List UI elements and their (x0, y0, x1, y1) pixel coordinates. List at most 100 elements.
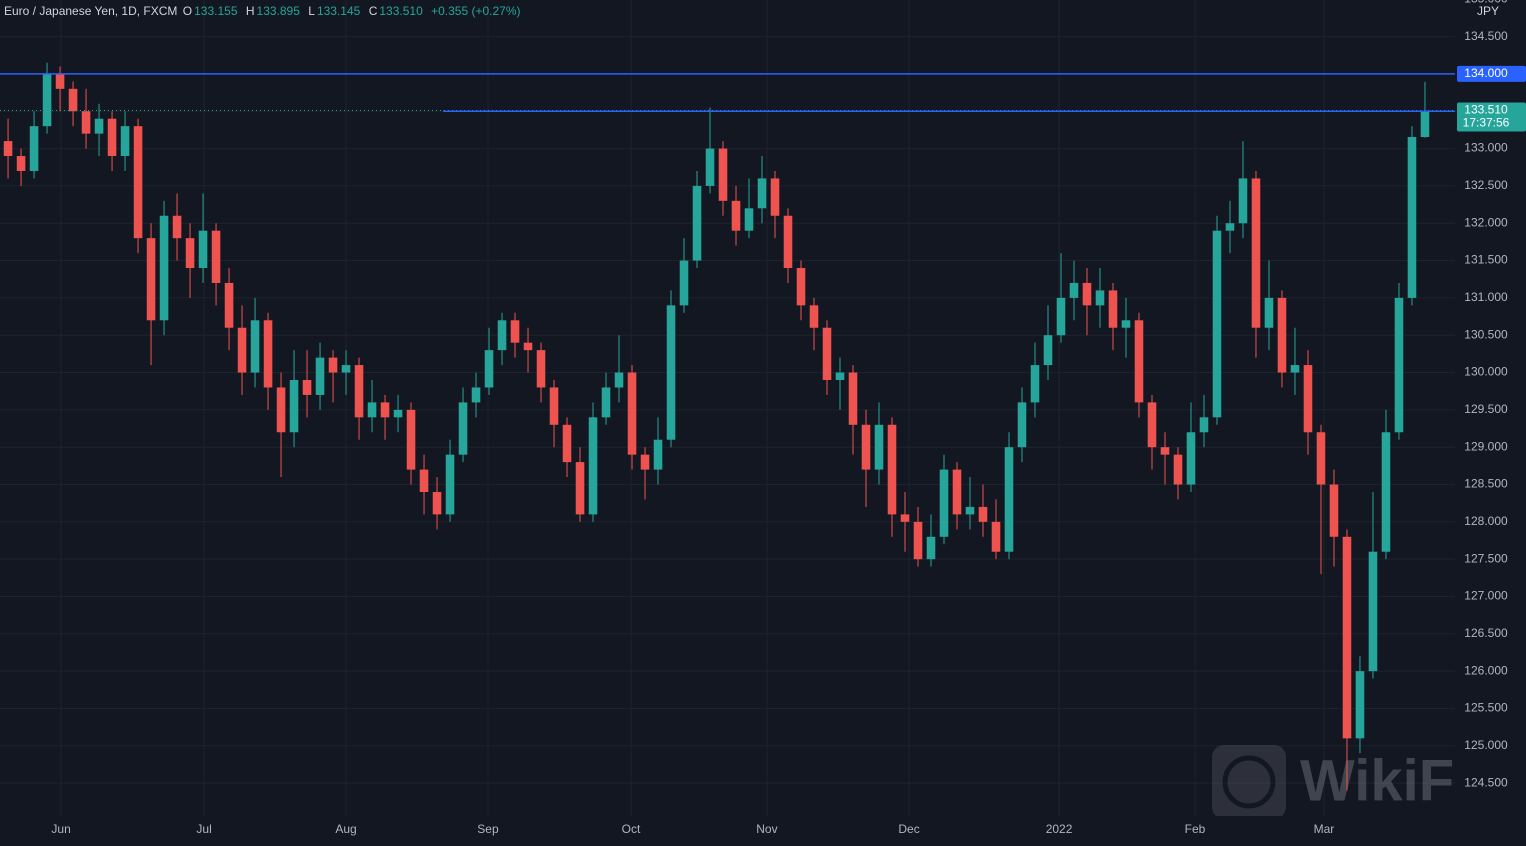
candle-body (172, 215, 182, 239)
ohlc-value: 133.145 (316, 4, 361, 18)
candle-body (1355, 671, 1365, 739)
y-tick-label: 127.500 (1464, 551, 1508, 565)
candle-body (380, 402, 390, 418)
y-tick-label: 129.000 (1464, 439, 1508, 453)
candle-body (1043, 335, 1053, 366)
candle-body (783, 215, 793, 269)
currency-label: JPY (1477, 4, 1499, 18)
candle-body (718, 148, 728, 201)
candle-body (315, 357, 325, 395)
candle-body (1316, 432, 1326, 485)
y-tick-label: 126.500 (1464, 626, 1508, 640)
last-price-label: 133.510 (1464, 103, 1508, 117)
candle-body (939, 469, 949, 537)
candle-body (1017, 402, 1027, 448)
candle-body (1095, 290, 1105, 306)
candle-body (159, 215, 169, 321)
candle-body (1056, 297, 1066, 336)
x-tick-label: Oct (622, 822, 641, 836)
candle-body (328, 357, 338, 373)
candle-body (640, 454, 650, 470)
watermark-logo (1212, 745, 1286, 819)
candle-body (835, 372, 845, 381)
y-tick-label: 131.000 (1464, 290, 1508, 304)
candle-body (1160, 447, 1170, 455)
ohlc-value: 133.895 (256, 4, 300, 18)
x-tick-label: Jul (196, 822, 211, 836)
candle-body (237, 327, 247, 373)
candle-body (1368, 551, 1378, 672)
candle-body (55, 73, 65, 89)
candle-body (978, 506, 988, 522)
x-tick-label: Feb (1185, 822, 1206, 836)
candle-body (1264, 297, 1274, 328)
candle-body (510, 320, 520, 343)
candle-body (1407, 136, 1417, 298)
candle-body (757, 178, 767, 209)
y-tick-label: 133.000 (1464, 141, 1508, 155)
candle-body (341, 365, 351, 373)
candle-body (3, 141, 13, 157)
y-tick-label: 124.500 (1464, 775, 1508, 789)
candle-body (211, 230, 221, 283)
candle-body (705, 148, 715, 186)
price-axis-bg (1455, 0, 1526, 846)
candle-body (822, 327, 832, 381)
candle-body (484, 350, 494, 388)
x-tick-label: Sep (477, 822, 499, 836)
candle-body (224, 282, 234, 328)
candle-body (731, 200, 741, 231)
candle-body (107, 118, 117, 157)
ohlc-label: C (368, 4, 378, 18)
candle-body (185, 238, 195, 269)
countdown-label: 17:37:56 (1463, 116, 1510, 130)
candle-body (497, 320, 507, 351)
candle-body (1173, 454, 1183, 485)
candle-body (1199, 417, 1209, 433)
candle-body (81, 111, 91, 134)
candle-body (666, 305, 676, 440)
candle-body (289, 380, 299, 433)
x-tick-label: Mar (1314, 822, 1335, 836)
ohlc-label: H (245, 4, 255, 18)
symbol-title: Euro / Japanese Yen, 1D, FXCM (4, 4, 178, 18)
candle-body (1381, 432, 1391, 552)
candle-body (419, 469, 429, 492)
candle-body (900, 514, 910, 522)
ohlc-label: L (308, 4, 315, 18)
candle-body (445, 454, 455, 515)
candle-body (458, 402, 468, 455)
candle-body (601, 387, 611, 418)
candle-body (1069, 282, 1079, 298)
candle-body (393, 409, 403, 418)
candle-body (1186, 432, 1196, 485)
candle-body (1108, 290, 1118, 328)
candle-body (16, 156, 26, 171)
x-tick-label: Aug (335, 822, 356, 836)
candle-body (1277, 297, 1287, 373)
y-tick-label: 131.500 (1464, 253, 1508, 267)
candle-body (1147, 402, 1157, 448)
candle-body (1251, 178, 1261, 328)
candle-body (432, 491, 442, 515)
watermark: WikiFX (1212, 745, 1493, 819)
candle-body (549, 387, 559, 425)
candle-body (133, 126, 143, 239)
y-tick-label: 134.500 (1464, 29, 1508, 43)
ohlc-label: O (182, 4, 193, 18)
candle-body (575, 462, 585, 515)
y-tick-label: 128.000 (1464, 514, 1508, 528)
y-tick-label: 130.500 (1464, 327, 1508, 341)
candle-body (991, 521, 1001, 552)
price-label: 134.000 (1464, 66, 1508, 80)
x-tick-label: Dec (898, 822, 919, 836)
price-change: +0.355 (+0.27%) (431, 4, 521, 18)
candle-body (679, 260, 689, 306)
candle-body (1082, 282, 1092, 306)
candle-body (588, 417, 598, 515)
ohlc-value: 133.510 (379, 4, 423, 18)
candle-body (354, 365, 364, 418)
